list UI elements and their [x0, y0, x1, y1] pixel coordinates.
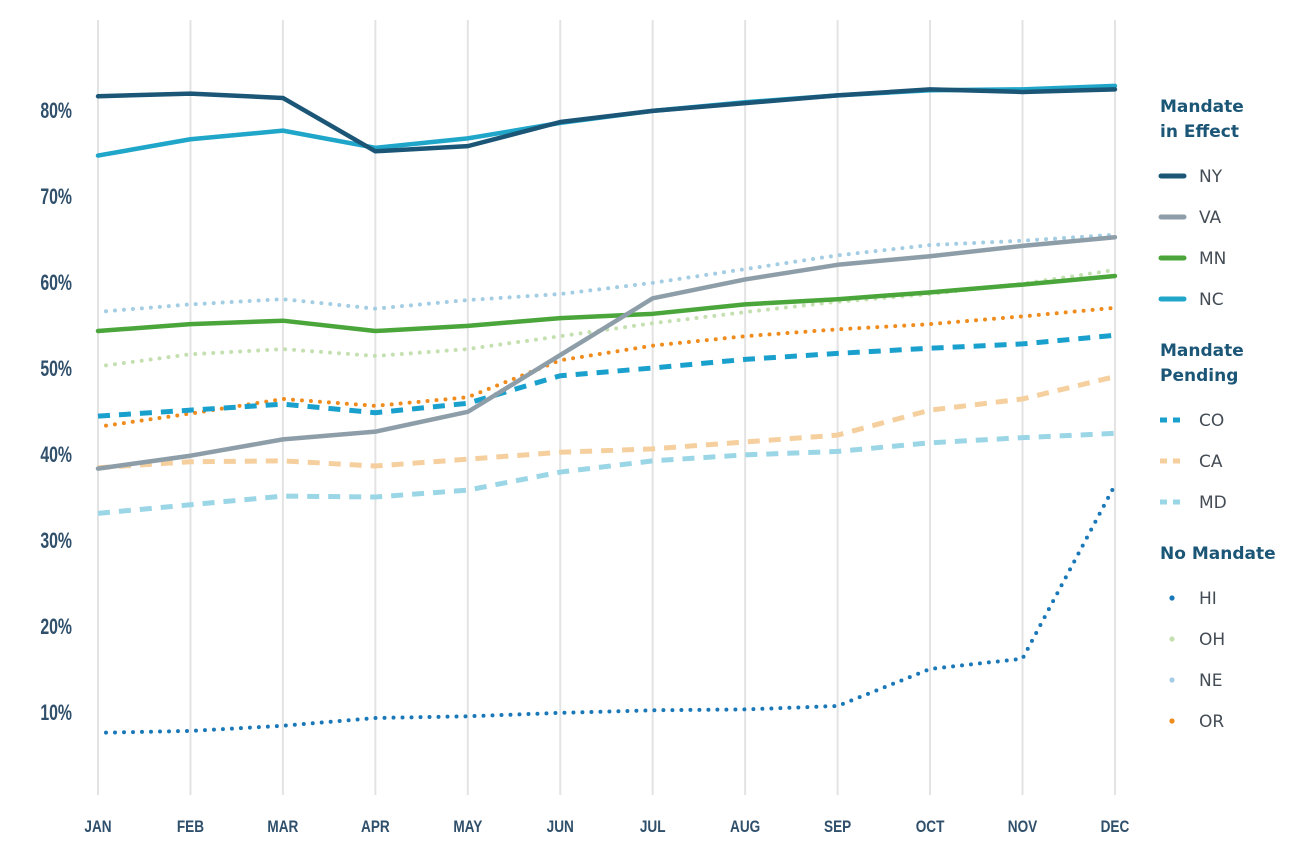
series-line-ne — [104, 232, 1117, 314]
legend-swatch — [1169, 595, 1175, 601]
x-tick-label: NOV — [1008, 818, 1038, 837]
y-tick-label: 10% — [40, 702, 72, 726]
x-tick-label: MAY — [453, 818, 482, 837]
legend-label-co: CO — [1199, 411, 1224, 431]
legend-group-title: in Effect — [1160, 122, 1239, 142]
y-tick-label: 20% — [40, 616, 72, 640]
x-tick-label: AUG — [730, 818, 760, 837]
legend-label-or: OR — [1199, 712, 1224, 732]
y-tick-label: 60% — [40, 272, 72, 296]
y-tick-label: 70% — [40, 186, 72, 210]
legend-group-title: Mandate — [1160, 97, 1244, 117]
legend-label-mn: MN — [1199, 249, 1226, 269]
legend-label-va: VA — [1199, 208, 1222, 228]
legend-swatch — [1169, 718, 1175, 724]
series-line-ny — [95, 87, 1118, 154]
x-tick-label: JAN — [84, 818, 111, 837]
legend-swatch — [1169, 677, 1175, 683]
legend-swatch — [1169, 636, 1175, 642]
legend-label-hi: HI — [1199, 589, 1217, 609]
legend-group-title: Pending — [1160, 366, 1238, 386]
x-tick-label: MAR — [267, 818, 298, 837]
series-line-ca — [97, 374, 1116, 471]
x-tick-label: APR — [361, 818, 390, 837]
series-line-hi — [104, 482, 1117, 735]
y-tick-label: 40% — [40, 444, 72, 468]
series-line-or — [104, 305, 1117, 428]
y-tick-label: 30% — [40, 530, 72, 554]
series-line-va — [95, 235, 1118, 471]
x-tick-label: DEC — [1101, 818, 1130, 837]
y-tick-label: 80% — [40, 100, 72, 124]
legend-label-ca: CA — [1199, 452, 1223, 472]
x-tick-label: SEP — [824, 818, 851, 837]
y-tick-label: 50% — [40, 358, 72, 382]
legend-group-title: No Mandate — [1160, 544, 1276, 564]
legend-label-md: MD — [1199, 493, 1227, 513]
legend-label-ne: NE — [1199, 671, 1222, 691]
legend-group-title: Mandate — [1160, 341, 1244, 361]
x-tick-label: JUL — [640, 818, 666, 837]
legend-label-oh: OH — [1199, 630, 1225, 650]
x-tick-label: FEB — [177, 818, 204, 837]
series-line-mn — [95, 273, 1118, 334]
legend-label-nc: NC — [1199, 290, 1224, 310]
series-line-md — [97, 430, 1116, 516]
series-line-co — [97, 332, 1116, 419]
x-tick-label: JUN — [547, 818, 574, 837]
x-tick-label: OCT — [916, 818, 945, 837]
legend-label-ny: NY — [1199, 167, 1223, 187]
